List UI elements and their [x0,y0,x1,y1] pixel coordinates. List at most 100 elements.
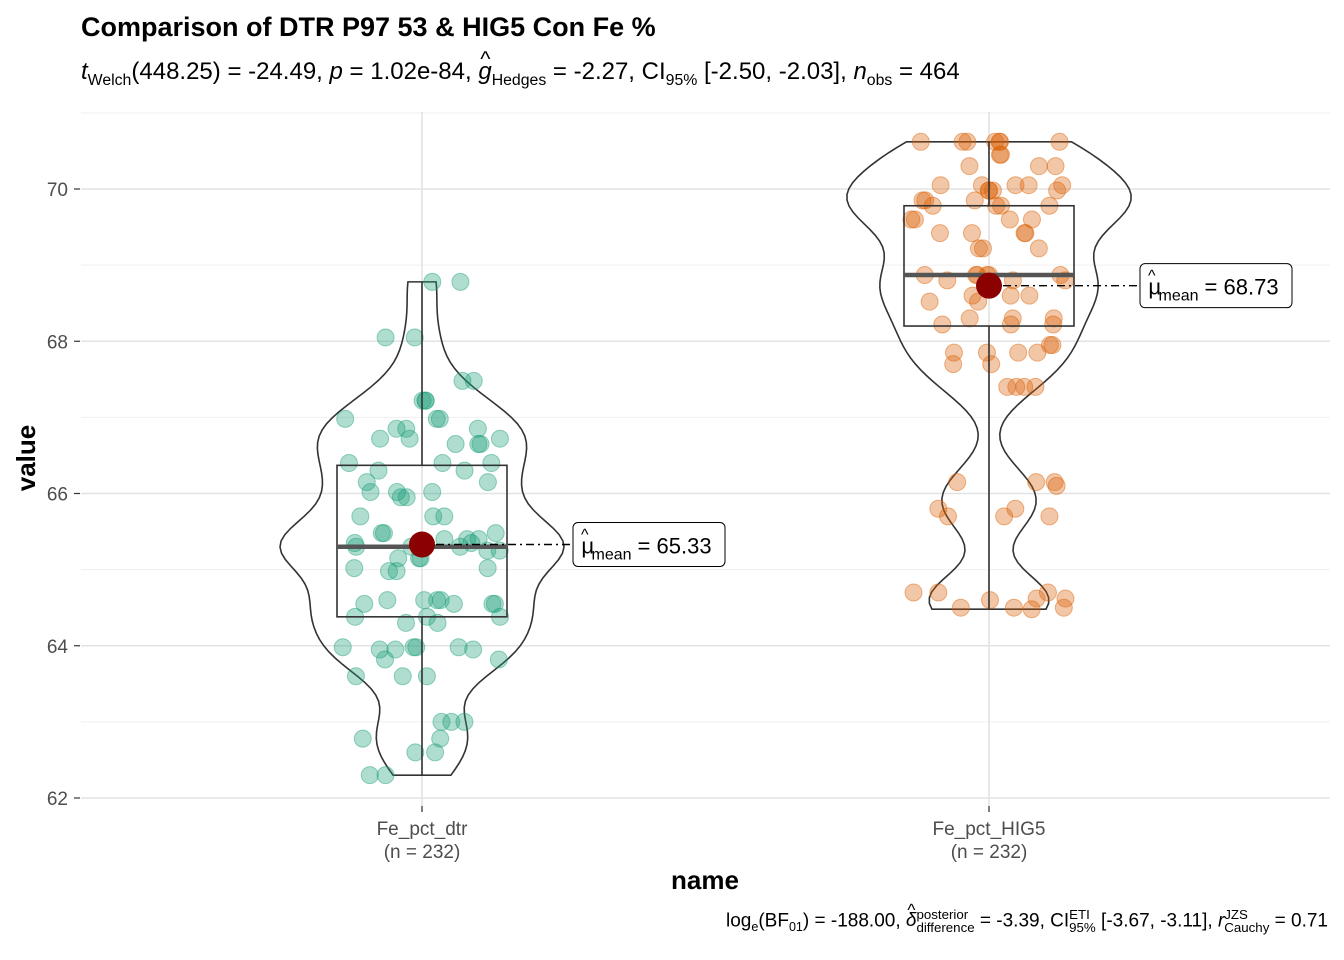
data-point [904,583,923,602]
y-tick-label: 70 [47,180,68,201]
data-point [432,712,451,731]
g-label: g [478,46,492,86]
data-point [1040,336,1059,355]
p-value: = 1.02e-84, [349,58,472,85]
data-point [1006,499,1025,518]
data-point [469,435,488,454]
data-point [406,743,425,762]
data-point [482,454,501,473]
data-point [389,549,408,568]
data-point [1038,583,1057,602]
data-point [387,482,406,501]
data-point [962,224,981,243]
data-point [1006,176,1025,195]
data-point [1015,224,1034,243]
data-point [969,239,988,258]
data-point [913,191,932,210]
chart-caption: loge(BF01) = -188.00, δposteriordifferen… [726,901,1328,936]
data-point [1004,598,1023,617]
mean-point [976,272,1002,299]
data-point [455,712,474,731]
ci-value: [-2.50, -2.03], [704,58,847,85]
data-point [960,309,979,328]
data-point [990,132,1009,151]
data-point [1001,315,1020,334]
ci-label: CI [1050,910,1070,932]
data-point [1003,309,1022,328]
data-point [972,176,991,195]
df: (448.25) [131,58,221,85]
t-sub: Welch [87,71,132,89]
mean-label: μ^mean = 68.73 [1148,268,1279,305]
data-point [490,429,509,448]
delta-label: δ [906,901,917,932]
box-iqr [903,204,1075,327]
data-point [339,454,358,473]
log-sub: e [751,920,759,935]
data-point [973,239,992,258]
bf-sub: 01 [788,920,803,935]
data-point [995,507,1014,526]
data-point [1046,157,1065,176]
data-point [1015,377,1034,396]
data-point [1022,210,1041,229]
data-point [375,650,394,669]
delta-value: = -3.39, [979,910,1045,932]
mean-label-box [1139,263,1293,309]
data-point [387,562,406,581]
x-tick-label: Fe_pct_HIG5 [933,819,1046,840]
data-point [977,343,996,362]
y-tick-label: 64 [47,637,69,658]
data-point [1007,377,1026,396]
data-point [351,507,370,526]
box-iqr [336,464,508,618]
data-point [378,591,397,610]
data-point [485,594,504,613]
y-tick-label: 66 [47,485,68,506]
y-axis-title: value [11,425,41,492]
data-point [427,409,446,428]
data-point [428,591,447,610]
data-point [464,371,483,390]
data-point [471,435,490,454]
mean-point [409,531,435,558]
data-point [1000,210,1019,229]
ci-sub: 95% [1069,920,1096,936]
data-point [948,473,967,492]
data-point [435,507,454,526]
data-point [374,524,393,543]
data-point [387,419,406,438]
data-point [333,638,352,657]
data-point [1029,239,1048,258]
data-point [430,409,449,428]
data-point [1016,224,1035,243]
data-point [1044,309,1063,328]
data-point [391,488,410,507]
data-point [920,292,939,311]
data-point [916,191,935,210]
data-point [455,461,474,480]
data-point [1054,598,1073,617]
delta-sup: posterior [916,907,969,922]
data-point [1044,315,1063,334]
data-point [990,145,1009,164]
data-point [407,638,426,657]
data-point [929,583,948,602]
log-label: log [726,910,752,932]
data-point [1048,181,1067,200]
data-point [991,145,1010,164]
data-point [451,272,470,291]
data-point [965,191,984,210]
data-point [405,328,424,347]
data-point [1028,343,1047,362]
x-tick-count: (n = 232) [384,842,461,863]
data-point [415,591,434,610]
data-point [944,355,963,374]
data-point [336,409,355,428]
chart-subtitle: tWelch(448.25) = -24.49, p = 1.02e-84, g… [81,46,960,90]
data-point [416,391,435,410]
r-label: r [1217,910,1225,932]
data-point [417,667,436,686]
data-point [371,429,390,448]
